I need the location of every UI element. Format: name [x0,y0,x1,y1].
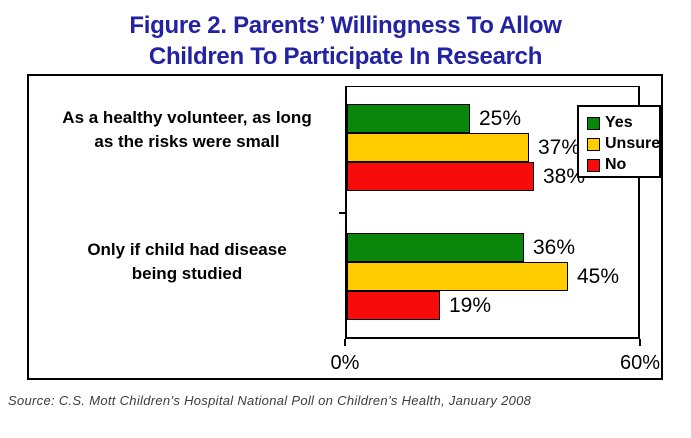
chart-title: Figure 2. Parents’ Willingness To Allow … [0,10,691,72]
bar-value-label: 38% [543,164,586,188]
bar-value-label: 37% [538,135,581,159]
chart-title-line1: Figure 2. Parents’ Willingness To Allow [129,12,562,39]
category-label-disease-studied: Only if child had disease being studied [33,238,341,286]
legend-item-yes: Yes [587,113,659,133]
bar-unsure-disease-studied [347,262,568,291]
bar-unsure-healthy-volunteer [347,133,529,162]
category-label-line: Only if child had disease [87,240,287,259]
legend: Yes Unsure No [577,105,661,178]
legend-label-yes: Yes [605,114,633,131]
legend-item-no: No [587,155,659,175]
x-axis-tick-0 [344,339,346,346]
category-label-line: as the risks were small [94,132,280,151]
legend-item-unsure: Unsure [587,134,661,154]
source-note: Source: C.S. Mott Children’s Hospital Na… [8,393,532,408]
legend-label-unsure: Unsure [605,135,661,152]
legend-label-no: No [605,156,627,173]
bar-row: 38% [347,162,585,191]
bar-no-healthy-volunteer [347,162,534,191]
bar-value-label: 25% [479,106,522,130]
legend-marker-yes [587,116,600,130]
bar-row: 25% [347,104,521,133]
x-axis-label-60: 60% [619,352,661,374]
bar-value-label: 36% [533,235,576,259]
chart-title-line2: Children To Participate In Research [148,43,543,70]
x-axis-label-0: 0% [330,352,360,374]
category-label-line: being studied [131,264,243,283]
bar-row: 45% [347,262,619,291]
chart-area: As a healthy volunteer, as long as the r… [27,74,663,380]
category-label-line: As a healthy volunteer, as long [62,108,312,127]
bar-no-disease-studied [347,291,440,320]
plot-area: 25% 37% 38% 36% 45% 19% [345,86,640,339]
bar-yes-disease-studied [347,233,524,262]
x-axis-tick-60 [639,339,641,346]
bar-value-label: 19% [449,293,492,317]
bar-value-label: 45% [577,264,620,288]
category-label-healthy-volunteer: As a healthy volunteer, as long as the r… [33,106,341,154]
bar-row: 36% [347,233,575,262]
legend-marker-unsure [587,137,600,151]
y-axis-category-tick [339,212,346,214]
bar-yes-healthy-volunteer [347,104,470,133]
bar-row: 37% [347,133,580,162]
legend-marker-no [587,158,600,172]
bar-row: 19% [347,291,491,320]
